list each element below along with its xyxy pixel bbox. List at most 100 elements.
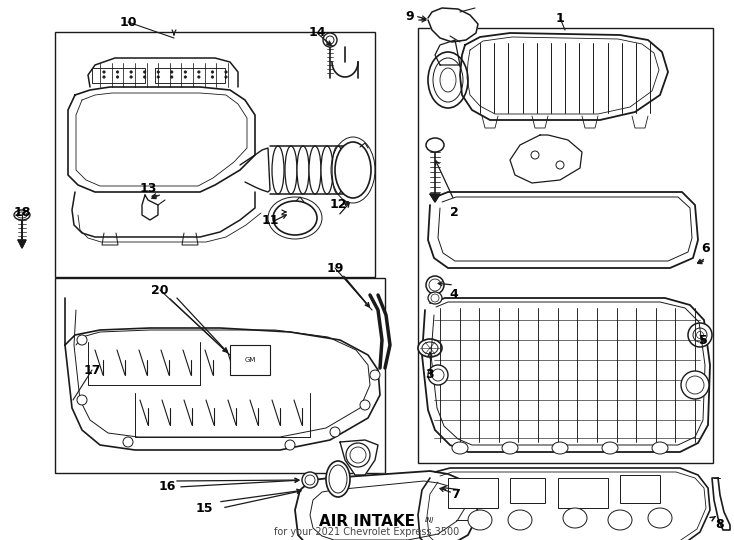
Ellipse shape: [143, 71, 146, 73]
Ellipse shape: [652, 442, 668, 454]
Ellipse shape: [170, 76, 173, 78]
Ellipse shape: [309, 146, 321, 194]
Polygon shape: [428, 8, 478, 42]
Text: 18: 18: [13, 206, 31, 219]
Text: AIR INTAKE: AIR INTAKE: [319, 515, 415, 530]
Bar: [418, 28, 713, 463]
Ellipse shape: [531, 151, 539, 159]
Text: 3: 3: [426, 368, 435, 381]
Text: 19: 19: [327, 261, 344, 274]
Ellipse shape: [117, 71, 119, 73]
Text: 1: 1: [556, 11, 564, 24]
Polygon shape: [370, 295, 390, 368]
Polygon shape: [435, 40, 460, 65]
Ellipse shape: [302, 472, 318, 488]
Ellipse shape: [508, 510, 532, 530]
Ellipse shape: [418, 339, 442, 357]
Ellipse shape: [273, 201, 317, 235]
Text: 7: 7: [451, 489, 459, 502]
Text: 2: 2: [450, 206, 458, 219]
Ellipse shape: [428, 365, 448, 385]
Polygon shape: [240, 148, 270, 192]
Ellipse shape: [157, 76, 159, 78]
Ellipse shape: [197, 76, 200, 78]
Polygon shape: [88, 58, 238, 87]
Ellipse shape: [117, 76, 119, 78]
Text: 16: 16: [159, 481, 175, 494]
Ellipse shape: [184, 71, 186, 73]
Ellipse shape: [211, 71, 214, 73]
Ellipse shape: [681, 371, 709, 399]
Text: 13: 13: [139, 181, 156, 194]
Text: INJ: INJ: [425, 517, 435, 523]
Ellipse shape: [360, 400, 370, 410]
Ellipse shape: [211, 76, 214, 78]
Ellipse shape: [428, 52, 468, 108]
Text: 5: 5: [699, 334, 708, 347]
Ellipse shape: [326, 36, 334, 44]
Polygon shape: [68, 87, 255, 192]
Ellipse shape: [452, 442, 468, 454]
Text: 9: 9: [406, 10, 414, 23]
Text: 6: 6: [702, 241, 711, 254]
Text: 20: 20: [151, 284, 169, 296]
Text: 15: 15: [195, 502, 213, 515]
Ellipse shape: [332, 146, 344, 194]
Ellipse shape: [103, 71, 105, 73]
Text: 12: 12: [330, 199, 346, 212]
Text: for your 2021 Chevrolet Express 3500: for your 2021 Chevrolet Express 3500: [275, 527, 459, 537]
Ellipse shape: [197, 71, 200, 73]
Ellipse shape: [335, 142, 371, 198]
Ellipse shape: [688, 323, 712, 347]
Bar: [55, 278, 385, 473]
Ellipse shape: [130, 71, 132, 73]
Polygon shape: [72, 192, 255, 237]
Text: 17: 17: [83, 363, 101, 376]
Ellipse shape: [143, 76, 146, 78]
Ellipse shape: [14, 210, 30, 220]
Ellipse shape: [426, 276, 444, 294]
Ellipse shape: [563, 508, 587, 528]
Polygon shape: [460, 33, 668, 120]
Ellipse shape: [184, 76, 186, 78]
Ellipse shape: [602, 442, 618, 454]
Ellipse shape: [346, 443, 370, 467]
Text: 11: 11: [261, 213, 279, 226]
Ellipse shape: [428, 292, 442, 304]
Text: 14: 14: [308, 25, 326, 38]
Text: 4: 4: [450, 288, 458, 301]
Ellipse shape: [326, 461, 350, 497]
Ellipse shape: [130, 76, 132, 78]
Bar: [558, 478, 608, 508]
Bar: [230, 345, 270, 375]
Ellipse shape: [77, 335, 87, 345]
Bar: [55, 32, 375, 277]
Text: 10: 10: [119, 16, 137, 29]
Polygon shape: [428, 192, 698, 268]
Bar: [620, 475, 660, 503]
Ellipse shape: [330, 427, 340, 437]
Text: GM: GM: [244, 357, 255, 363]
Ellipse shape: [552, 442, 568, 454]
Ellipse shape: [648, 508, 672, 528]
Ellipse shape: [77, 395, 87, 405]
Ellipse shape: [468, 510, 492, 530]
Ellipse shape: [502, 442, 518, 454]
Ellipse shape: [426, 138, 444, 152]
Ellipse shape: [225, 71, 228, 73]
Ellipse shape: [323, 33, 337, 47]
Polygon shape: [418, 468, 710, 540]
Ellipse shape: [285, 146, 297, 194]
Ellipse shape: [103, 76, 105, 78]
Ellipse shape: [297, 146, 309, 194]
Polygon shape: [65, 298, 380, 450]
Polygon shape: [18, 240, 26, 248]
Bar: [510, 478, 545, 503]
Ellipse shape: [321, 146, 333, 194]
Ellipse shape: [123, 437, 133, 447]
Ellipse shape: [272, 146, 284, 194]
Polygon shape: [340, 440, 378, 475]
Bar: [448, 478, 498, 508]
Text: 8: 8: [716, 518, 724, 531]
Polygon shape: [430, 194, 440, 202]
